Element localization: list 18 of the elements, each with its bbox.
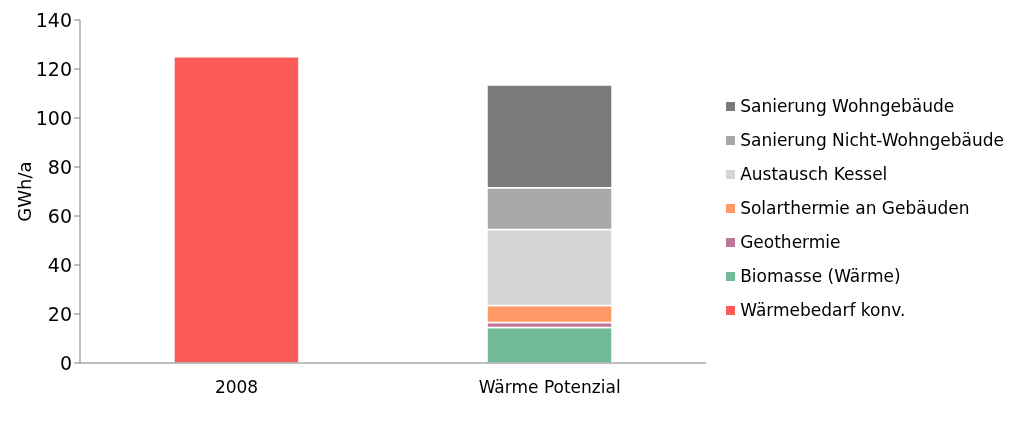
y-tick-label: 80 (47, 155, 72, 178)
y-tick-label: 140 (35, 8, 72, 31)
legend-label: Biomasse (Wärme) (740, 266, 901, 286)
y-tick-label: 20 (47, 302, 72, 325)
y-tick-label: 120 (35, 57, 72, 80)
legend-label: Wärmebedarf konv. (740, 300, 906, 320)
legend-label: Sanierung Wohngebäude (740, 96, 955, 116)
legend-label: Geothermie (740, 232, 841, 252)
legend-label: Sanierung Nicht-Wohngebäude (740, 130, 1004, 150)
y-tick-label: 40 (47, 253, 72, 276)
legend-label: Solarthermie an Gebäuden (740, 198, 970, 218)
y-tick-label: 0 (59, 351, 72, 374)
legend-label: Austausch Kessel (740, 164, 888, 184)
y-tick-label: 60 (47, 204, 72, 227)
y-axis-title: GWh/a (14, 161, 36, 222)
y-tick-label: 100 (35, 106, 72, 129)
x-tick-label: 2008 (214, 377, 259, 398)
x-tick-label: Wärme Potenzial (478, 377, 621, 398)
